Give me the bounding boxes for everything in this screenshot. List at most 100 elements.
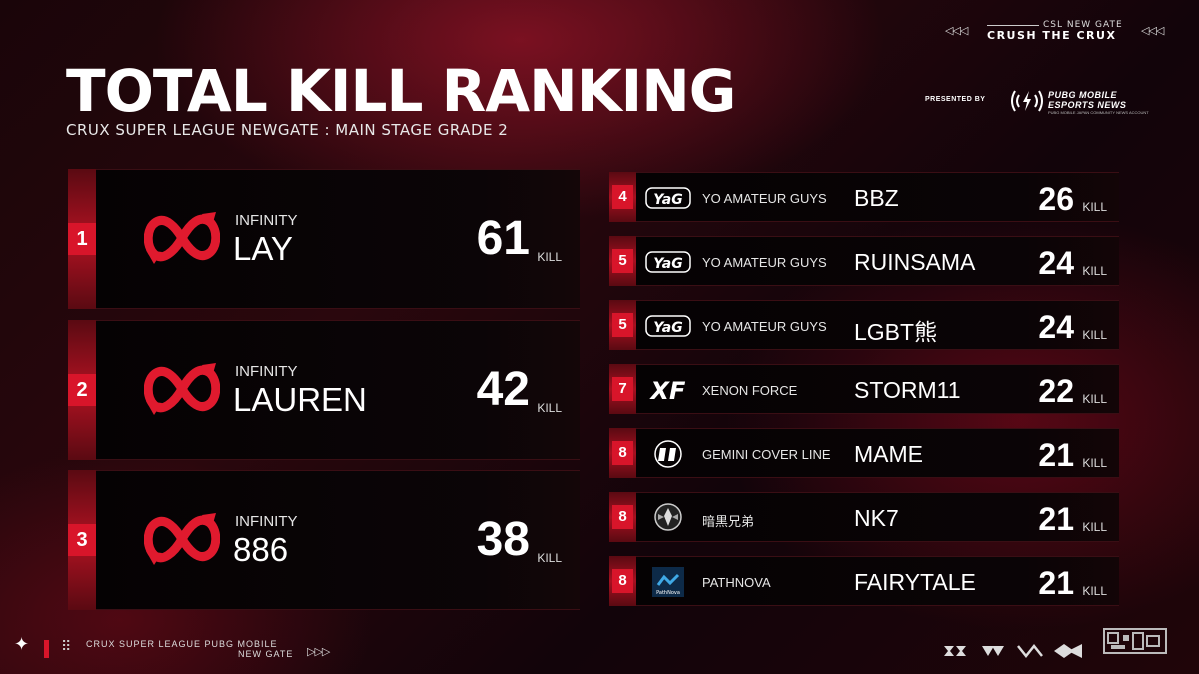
- rank-number: 4: [612, 185, 633, 209]
- svg-text:XF: XF: [649, 377, 687, 405]
- kill-count: 38: [476, 513, 530, 566]
- page-title: TOTAL KILL RANKING: [66, 57, 736, 125]
- tag-small-text: CSL NEW GATE: [1043, 20, 1123, 30]
- yag-logo-icon: YaG: [645, 251, 691, 273]
- footer-league-sub: NEW GATE: [238, 649, 294, 659]
- svg-text:YaG: YaG: [653, 256, 682, 272]
- team-name: PATHNOVA: [702, 575, 771, 590]
- rank-row-8c: 8 PathNova PATHNOVA FAIRYTALE 21 KILL: [609, 556, 1119, 606]
- rank-row-4: 4 YaG YO AMATEUR GUYS BBZ 26 KILL: [609, 172, 1119, 222]
- event-tag: ◁◁◁ CSL NEW GATE CRUSH THE CRUX ◁◁◁: [945, 20, 1175, 42]
- rank-number: 5: [612, 313, 633, 337]
- qr-code-icon: [1103, 628, 1167, 654]
- rank-card-1: 1 INFINITY LAY 61 KILL: [68, 169, 580, 309]
- player-name: LAUREN: [233, 381, 367, 418]
- infinity-logo-icon: [144, 357, 220, 421]
- rank-number: 3: [68, 524, 96, 556]
- kill-count: 24: [1038, 309, 1074, 345]
- kill-label: KILL: [1082, 520, 1107, 534]
- yag-logo-icon: YaG: [645, 187, 691, 209]
- kill-count: 26: [1038, 181, 1074, 217]
- kill-label: KILL: [537, 250, 562, 264]
- rank-row-5a: 5 YaG YO AMATEUR GUYS RUINSAMA 24 KILL: [609, 236, 1119, 286]
- rank-row-7: 7 XF XENON FORCE STORM11 22 KILL: [609, 364, 1119, 414]
- kill-count: 42: [476, 363, 530, 416]
- rank-row-8b: 8 暗黒兄弟 NK7 21 KILL: [609, 492, 1119, 542]
- sponsor-logos-icon: [944, 643, 1082, 659]
- player-name: STORM11: [854, 377, 961, 403]
- star-icon: ✦: [14, 634, 30, 654]
- player-name: FAIRYTALE: [854, 569, 976, 595]
- rank-number: 7: [612, 377, 633, 401]
- player-name: MAME: [854, 441, 923, 467]
- kill-label: KILL: [1082, 328, 1107, 342]
- row-panel: GEMINI COVER LINE MAME 21 KILL: [636, 428, 1119, 478]
- broadcast-logo-icon: [1011, 90, 1043, 112]
- sponsor-name-line3: PUBG MOBILE JAPAN COMMUNITY NEWS ACCOUNT: [1048, 110, 1149, 115]
- team-name: INFINITY: [235, 363, 298, 380]
- player-name: LGBT熊: [854, 319, 938, 345]
- team-name: YO AMATEUR GUYS: [702, 191, 827, 206]
- svg-text:PathNova: PathNova: [656, 590, 680, 596]
- right-arrows-icon: ◁◁◁: [1141, 24, 1164, 37]
- tag-big-text: CRUSH THE CRUX: [987, 29, 1117, 42]
- row-panel: PathNova PATHNOVA FAIRYTALE 21 KILL: [636, 556, 1119, 606]
- kill-label: KILL: [537, 401, 562, 415]
- team-name: YO AMATEUR GUYS: [702, 255, 827, 270]
- kill-label: KILL: [1082, 584, 1107, 598]
- presented-by: PRESENTED BY PUBG MOBILE ESPORTS NEWS PU…: [925, 87, 1175, 117]
- footer: ✦ ⠿ CRUX SUPER LEAGUE PUBG MOBILE NEW GA…: [0, 628, 1199, 674]
- kill-label: KILL: [1082, 392, 1107, 406]
- team-name: 暗黒兄弟: [702, 514, 755, 529]
- kill-count: 21: [1038, 501, 1074, 537]
- kill-count: 24: [1038, 245, 1074, 281]
- player-name: BBZ: [854, 185, 899, 211]
- card-panel: INFINITY 886 38 KILL: [96, 470, 580, 610]
- tag-divider: [987, 25, 1039, 26]
- row-panel: 暗黒兄弟 NK7 21 KILL: [636, 492, 1119, 542]
- infinity-logo-icon: [144, 507, 220, 571]
- rank-number: 2: [68, 374, 96, 406]
- sponsor-name-line1: PUBG MOBILE: [1048, 90, 1118, 100]
- team-name: GEMINI COVER LINE: [702, 447, 831, 462]
- rank-number: 1: [68, 223, 96, 255]
- footer-league-name: CRUX SUPER LEAGUE PUBG MOBILE: [86, 639, 278, 649]
- rank-row-5b: 5 YaG YO AMATEUR GUYS LGBT熊 24 KILL: [609, 300, 1119, 350]
- left-arrows-icon: ◁◁◁: [945, 24, 968, 37]
- pathnova-logo-icon: PathNova: [652, 567, 684, 597]
- rank-number: 5: [612, 249, 633, 273]
- gemini-logo-icon: [654, 440, 682, 468]
- kill-label: KILL: [1082, 200, 1107, 214]
- presented-by-label: PRESENTED BY: [925, 96, 986, 103]
- row-panel: XF XENON FORCE STORM11 22 KILL: [636, 364, 1119, 414]
- rank-card-2: 2 INFINITY LAUREN 42 KILL: [68, 320, 580, 460]
- row-panel: YaG YO AMATEUR GUYS BBZ 26 KILL: [636, 172, 1119, 222]
- kill-count: 21: [1038, 565, 1074, 601]
- card-panel: INFINITY LAY 61 KILL: [96, 169, 580, 309]
- row-panel: YaG YO AMATEUR GUYS LGBT熊 24 KILL: [636, 300, 1119, 350]
- team-name: YO AMATEUR GUYS: [702, 319, 827, 334]
- kill-label: KILL: [537, 551, 562, 565]
- page-subtitle: CRUX SUPER LEAGUE NEWGATE : MAIN STAGE G…: [66, 121, 509, 139]
- rank-number: 8: [612, 441, 633, 465]
- kill-label: KILL: [1082, 264, 1107, 278]
- player-name: RUINSAMA: [854, 249, 976, 275]
- player-name: NK7: [854, 505, 899, 531]
- kill-count: 61: [476, 212, 530, 265]
- kill-count: 21: [1038, 437, 1074, 473]
- sponsor-name-line2: ESPORTS NEWS: [1048, 100, 1127, 110]
- footer-accent-bar: [44, 640, 49, 658]
- dots-grid-icon: ⠿: [61, 638, 71, 654]
- infinity-logo-icon: [144, 206, 220, 270]
- kill-label: KILL: [1082, 456, 1107, 470]
- player-name: LAY: [233, 230, 293, 267]
- team-name: XENON FORCE: [702, 383, 798, 398]
- footer-arrows-icon: ▷▷▷: [307, 646, 330, 658]
- rank-number: 8: [612, 505, 633, 529]
- yag-logo-icon: YaG: [645, 315, 691, 337]
- xf-logo-icon: XF: [649, 377, 687, 405]
- team-name: INFINITY: [235, 513, 298, 530]
- dark-brothers-logo-icon: [654, 503, 682, 531]
- rank-number: 8: [612, 569, 633, 593]
- row-panel: YaG YO AMATEUR GUYS RUINSAMA 24 KILL: [636, 236, 1119, 286]
